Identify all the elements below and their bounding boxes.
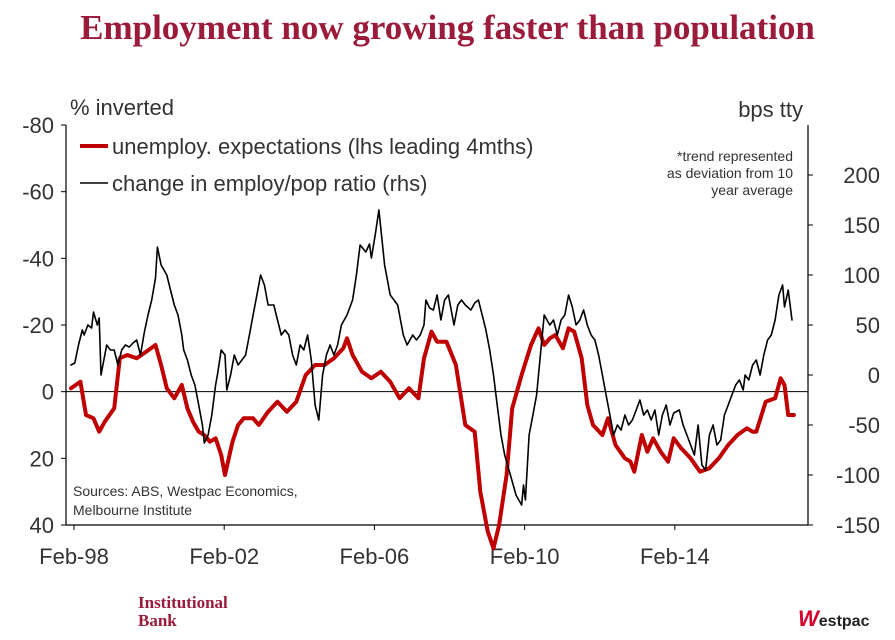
right-tick-label: 150 [843, 213, 880, 238]
brand-line-1: Institutional [138, 593, 228, 612]
brand-line-2: Bank [138, 611, 177, 630]
right-axis-label: bps tty [738, 97, 803, 122]
sources-line: Sources: ABS, Westpac Economics, [73, 483, 298, 499]
footnote-line: as deviation from 10 [667, 165, 793, 181]
left-tick-label: -40 [22, 246, 54, 271]
x-tick-label: Feb-98 [39, 544, 109, 569]
right-tick-label: -50 [848, 413, 880, 438]
left-axis-label: % inverted [70, 95, 174, 120]
westpac-w-mark: W [798, 606, 819, 631]
legend-label: unemploy. expectations (lhs leading 4mth… [112, 134, 533, 159]
x-tick-label: Feb-06 [340, 544, 410, 569]
legend-label: change in employ/pop ratio (rhs) [112, 171, 428, 196]
right-tick-label: -100 [836, 463, 880, 488]
institutional-bank-logo: Institutional Bank [138, 594, 228, 630]
x-tick-label: Feb-02 [189, 544, 259, 569]
chart-title: Employment now growing faster than popul… [80, 8, 815, 47]
left-tick-label: 20 [30, 446, 54, 471]
left-tick-label: 40 [30, 513, 54, 538]
chart: -80 -60 -40 -20 0 20 40 200 150 100 50 0 -50 -100 -15… [22, 95, 880, 569]
right-tick-label: -150 [836, 513, 880, 538]
sources-line: Melbourne Institute [73, 502, 192, 518]
left-tick-label: -20 [22, 313, 54, 338]
westpac-wordmark: estpac [818, 613, 870, 630]
left-tick-label: 0 [42, 380, 54, 405]
left-tick-label: -80 [22, 113, 54, 138]
left-tick-label: -60 [22, 180, 54, 205]
right-tick-label: 100 [843, 263, 880, 288]
right-tick-label: 0 [868, 363, 880, 388]
footnote-line: *trend represented [677, 148, 793, 164]
westpac-logo: Westpac [798, 606, 869, 632]
footnote-line: year average [711, 182, 793, 198]
series-employ-pop-ratio-line [70, 209, 793, 506]
x-tick-label: Feb-10 [490, 544, 560, 569]
right-tick-label: 200 [843, 163, 880, 188]
right-tick-label: 50 [856, 313, 880, 338]
x-tick-label: Feb-14 [640, 544, 710, 569]
series-unemployment-expectations-line [69, 326, 796, 551]
